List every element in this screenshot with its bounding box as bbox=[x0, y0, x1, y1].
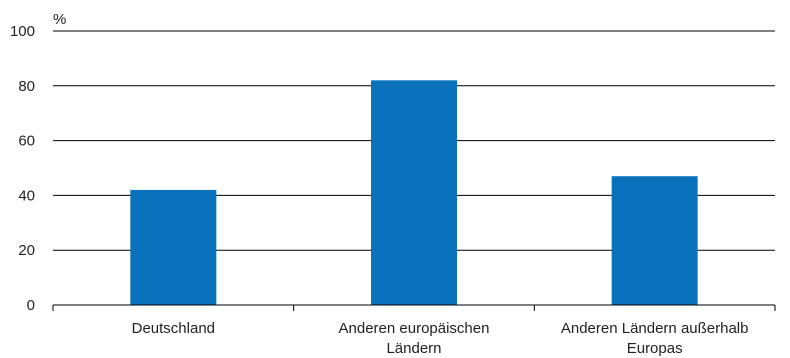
x-tick-label-line: Anderen europäischen bbox=[339, 320, 490, 337]
x-tick-label-line: Deutschland bbox=[132, 320, 215, 337]
y-unit-label: % bbox=[53, 11, 66, 28]
bar bbox=[611, 176, 698, 305]
x-axis bbox=[52, 304, 776, 311]
y-tick-label: 40 bbox=[18, 187, 35, 204]
y-tick-label: 100 bbox=[10, 23, 35, 40]
y-tick-label: 0 bbox=[27, 297, 35, 314]
x-tick-label: Anderen europäischen Ländern bbox=[339, 320, 490, 357]
y-tick-label: 80 bbox=[18, 78, 35, 95]
y-tick-label: 60 bbox=[18, 133, 35, 150]
x-tick-label-line: Ländern bbox=[386, 340, 441, 357]
bars bbox=[130, 80, 698, 305]
x-tick-label: Anderen Ländern außerhalb Europas bbox=[561, 320, 749, 357]
x-tick-labels: Deutschland Anderen europäischen LändernAn… bbox=[132, 320, 749, 357]
y-tick-label: 20 bbox=[18, 242, 35, 259]
bar bbox=[130, 189, 217, 305]
x-tick-label: Deutschland bbox=[132, 320, 215, 337]
bar bbox=[371, 80, 457, 305]
y-tick-labels: 0 20 40 60 80 100 bbox=[10, 23, 35, 314]
x-tick-label-line: Europas bbox=[627, 340, 683, 357]
x-tick-label-line: Anderen Ländern außerhalb bbox=[561, 320, 749, 337]
